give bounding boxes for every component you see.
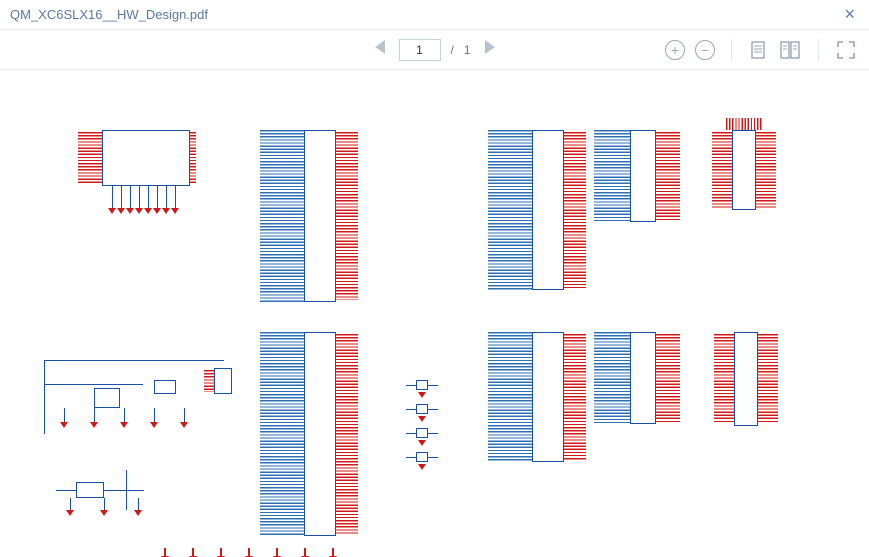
pdf-toolbar: / 1 + − (0, 30, 869, 70)
fullscreen-icon (837, 41, 855, 59)
single-page-icon (750, 41, 766, 59)
title-bar: QM_XC6SLX16__HW_Design.pdf × (0, 0, 869, 30)
two-page-icon (780, 41, 800, 59)
zoom-in-button[interactable]: + (665, 40, 685, 60)
page-number-input[interactable] (398, 39, 440, 61)
pdf-page (14, 70, 855, 557)
two-page-view-button[interactable] (778, 39, 802, 61)
next-page-button[interactable] (481, 36, 499, 63)
document-title: QM_XC6SLX16__HW_Design.pdf (10, 7, 840, 22)
single-page-view-button[interactable] (748, 39, 768, 61)
chevron-left-icon (374, 40, 384, 54)
toolbar-separator (818, 39, 819, 61)
page-total: 1 (464, 43, 471, 57)
fullscreen-button[interactable] (835, 39, 857, 61)
zoom-out-button[interactable]: − (695, 40, 715, 60)
toolbar-separator (731, 39, 732, 61)
chevron-right-icon (485, 40, 495, 54)
close-icon[interactable]: × (840, 4, 859, 25)
prev-page-button[interactable] (370, 36, 388, 63)
pdf-viewport[interactable] (0, 70, 869, 557)
page-separator: / (450, 43, 453, 57)
view-controls-group: + − (665, 39, 857, 61)
page-nav-group: / 1 (370, 36, 498, 63)
